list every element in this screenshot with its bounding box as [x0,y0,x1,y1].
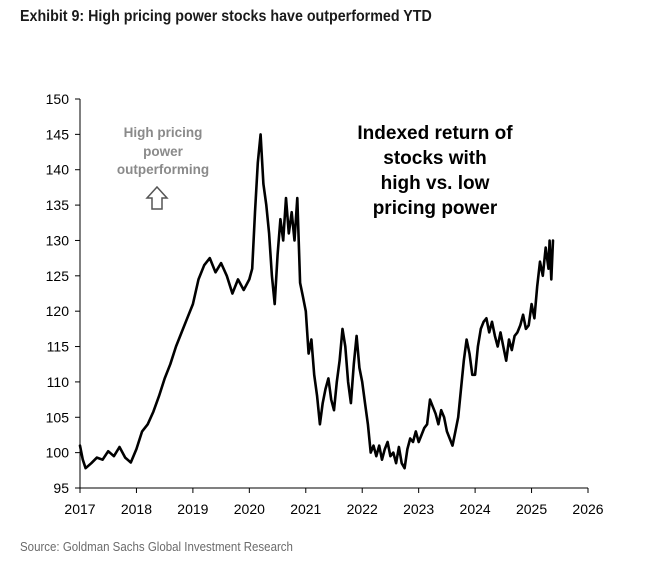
direction-note-line: power [143,144,184,159]
x-tick-label: 2022 [347,501,378,517]
up-arrow-outline-icon [145,185,169,210]
y-tick-label: 125 [46,268,70,284]
x-tick-label: 2026 [572,501,603,517]
source-note: Source: Goldman Sachs Global Investment … [20,540,293,554]
series-line [78,133,555,470]
y-tick-label: 110 [47,374,70,390]
y-tick-label: 105 [46,409,70,425]
y-tick-label: 100 [46,445,70,461]
series-label-line: stocks with [383,148,486,169]
x-tick-label: 2021 [290,501,321,517]
x-axis: 2017 2018 2019 2020 2021 2022 2023 2024 2025 2026 [64,487,604,517]
series-label-line: high vs. low [381,173,490,194]
y-tick-label: 130 [46,232,70,248]
y-tick-label: 115 [47,339,70,355]
x-tick-label: 2025 [516,501,547,517]
direction-note-line: outperforming [117,162,209,177]
y-tick-label: 135 [46,197,70,213]
y-tick-label: 140 [46,162,70,178]
y-axis: 95 100 105 110 115 120 125 130 135 140 145 150 [46,91,81,496]
x-tick-label: 2018 [121,501,152,517]
x-tick-label: 2023 [403,501,434,517]
plot-area [78,133,555,470]
x-tick-label: 2020 [234,501,265,517]
series-label-line: pricing power [373,198,498,219]
series-label-line: Indexed return of [357,123,513,144]
x-tick-label: 2019 [177,501,208,517]
y-tick-label: 150 [46,91,70,107]
y-tick-label: 145 [46,126,70,142]
chart-title: Exhibit 9: High pricing power stocks hav… [20,8,432,25]
x-tick-label: 2024 [460,501,491,517]
y-tick-label: 120 [46,303,70,319]
annotation-layer: High pricing power outperforming Indexed re… [117,123,513,219]
x-tick-label: 2017 [64,501,95,517]
direction-note-line: High pricing [124,125,203,140]
y-tick-label: 95 [53,480,69,496]
